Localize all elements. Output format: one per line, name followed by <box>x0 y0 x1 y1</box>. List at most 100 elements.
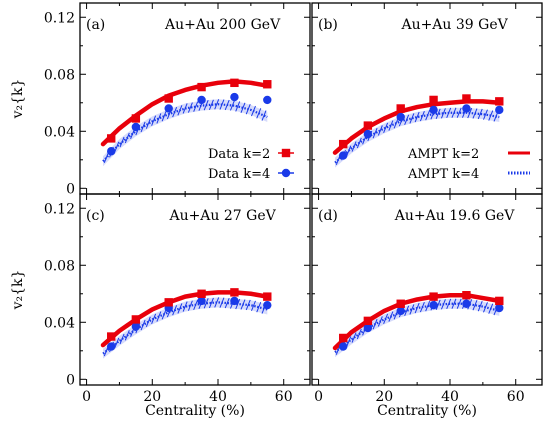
data-k2-point <box>230 78 239 88</box>
x-tick-label: 20 <box>375 389 393 405</box>
model-k4-hatch <box>177 303 183 314</box>
panel-title: Au+Au 19.6 GeV <box>394 208 516 224</box>
x-tick-label: 0 <box>314 389 323 405</box>
data-k4-point <box>396 112 405 122</box>
data-k4-point <box>197 296 206 306</box>
y-tick-label: 0.12 <box>44 10 75 26</box>
data-k4-point <box>462 104 471 113</box>
model-k4-hatch <box>208 99 214 110</box>
panel-d: 0 20 40 60 Centrality (%) (d) Au+Au 19.6 GeV <box>311 193 543 419</box>
model-k4-hatch <box>435 108 441 119</box>
model-k4-hatch <box>235 101 241 112</box>
model-k4-line <box>102 103 268 162</box>
model-k4-hatch <box>229 100 235 111</box>
legend-entry-label: Data k=2 <box>208 147 270 162</box>
panel-tag: (a) <box>86 17 105 33</box>
x-tick-label: 60 <box>275 389 293 405</box>
data-k2-point <box>230 288 239 297</box>
x-tick-label: 40 <box>441 389 459 405</box>
model-k4-hatch <box>151 115 157 126</box>
data-k2-point <box>164 298 173 307</box>
model-k4-hatch <box>140 121 146 133</box>
model-k4-hatch <box>456 107 462 118</box>
model-k4-hatch <box>114 337 120 349</box>
panel-title: Au+Au 39 GeV <box>400 17 508 33</box>
data-k2-point <box>197 289 206 298</box>
model-k4-hatch <box>435 299 441 310</box>
data-k4-point <box>164 104 173 113</box>
model-k4-band <box>103 99 268 167</box>
model-k4-hatch <box>451 298 457 309</box>
model-k4-hatch <box>440 108 446 119</box>
model-k4-hatch <box>114 141 120 153</box>
model-k4-hatch <box>193 101 199 112</box>
panel-tag: (b) <box>318 17 338 33</box>
y-tick-label: 0.08 <box>44 258 75 274</box>
model-k4-hatch <box>404 305 410 316</box>
data-k2-point <box>164 94 173 103</box>
model-k4-line <box>102 301 268 355</box>
model-k4-hatch <box>346 336 352 347</box>
legend-entry-label: AMPT k=2 <box>407 147 479 162</box>
x-tick-label: 0 <box>82 389 91 405</box>
data-k2-point <box>429 95 438 105</box>
data-k2-point <box>429 292 438 301</box>
data-k2-point <box>495 296 504 306</box>
y-tick-label: 0 <box>66 372 75 388</box>
data-k2-point <box>107 332 116 341</box>
x-tick-label: 60 <box>507 389 525 405</box>
model-k4-hatch <box>256 302 262 313</box>
data-k4-point <box>339 342 348 351</box>
data-k2-point <box>462 291 471 300</box>
data-k2-point <box>263 292 272 301</box>
data-k2-point <box>263 80 272 89</box>
y-axis-label: v₂{k} <box>10 79 26 120</box>
model-k4-hatch <box>182 301 188 312</box>
model-k4-line <box>334 111 500 164</box>
data-k2-point <box>363 121 373 130</box>
model-k4-hatch <box>203 298 209 309</box>
legend-entry-label: Data k=4 <box>208 167 270 182</box>
model-k4-hatch <box>187 300 193 311</box>
data-k4-point <box>495 303 504 313</box>
data-k4-point <box>429 300 438 310</box>
panel-c: 0 0.04 0.08 0.12 v₂{k} 0 20 40 60 Centrality (%) (… <box>10 193 311 419</box>
model-k4-hatch <box>145 118 151 129</box>
model-k4-hatch <box>156 113 162 124</box>
model-k4-hatch <box>103 152 109 163</box>
data-k4-point <box>230 296 239 306</box>
panel-a: 0 0.04 0.08 0.12 v₂{k} (a) Au+Au 200 GeV Data k… <box>10 2 311 197</box>
x-axis-label: Centrality (%) <box>145 403 245 419</box>
panel-frame <box>311 193 543 386</box>
model-k4-hatch <box>372 128 378 139</box>
data-k2-point <box>197 82 206 92</box>
model-k4-hatch <box>477 300 483 312</box>
y-tick-label: 0.04 <box>44 124 75 140</box>
model-k2-line <box>100 79 270 147</box>
model-k4-hatch <box>251 300 256 312</box>
data-k4-point <box>363 129 373 139</box>
model-k4-hatch <box>477 108 483 120</box>
panel-title: Au+Au 200 GeV <box>164 17 281 33</box>
data-k4-point <box>363 323 373 333</box>
panel-title: Au+Au 27 GeV <box>168 208 276 224</box>
data-k4-point <box>107 342 116 351</box>
model-k4-hatch <box>483 109 488 120</box>
model-k4-hatch <box>224 297 230 309</box>
model-k4-hatch <box>472 300 478 311</box>
x-tick-label: 20 <box>143 389 161 405</box>
data-k4-point <box>429 105 438 115</box>
data-k2-point <box>131 315 141 324</box>
model-k4-hatch <box>425 301 431 312</box>
model-k4-hatch <box>409 304 415 315</box>
panel-b: (b) Au+Au 39 GeV AMPT k=2 AMPT k=4 <box>311 2 543 195</box>
x-axis-label: Centrality (%) <box>377 403 477 419</box>
data-k4-point <box>396 306 405 316</box>
data-k4-point <box>230 92 239 102</box>
data-k4-point <box>131 322 141 331</box>
model-k4-hatch <box>187 102 193 113</box>
data-k4-point <box>107 147 116 156</box>
legend-marker-square <box>281 148 291 158</box>
y-axis-label: v₂{k} <box>10 270 26 311</box>
data-k4-point <box>263 95 272 105</box>
